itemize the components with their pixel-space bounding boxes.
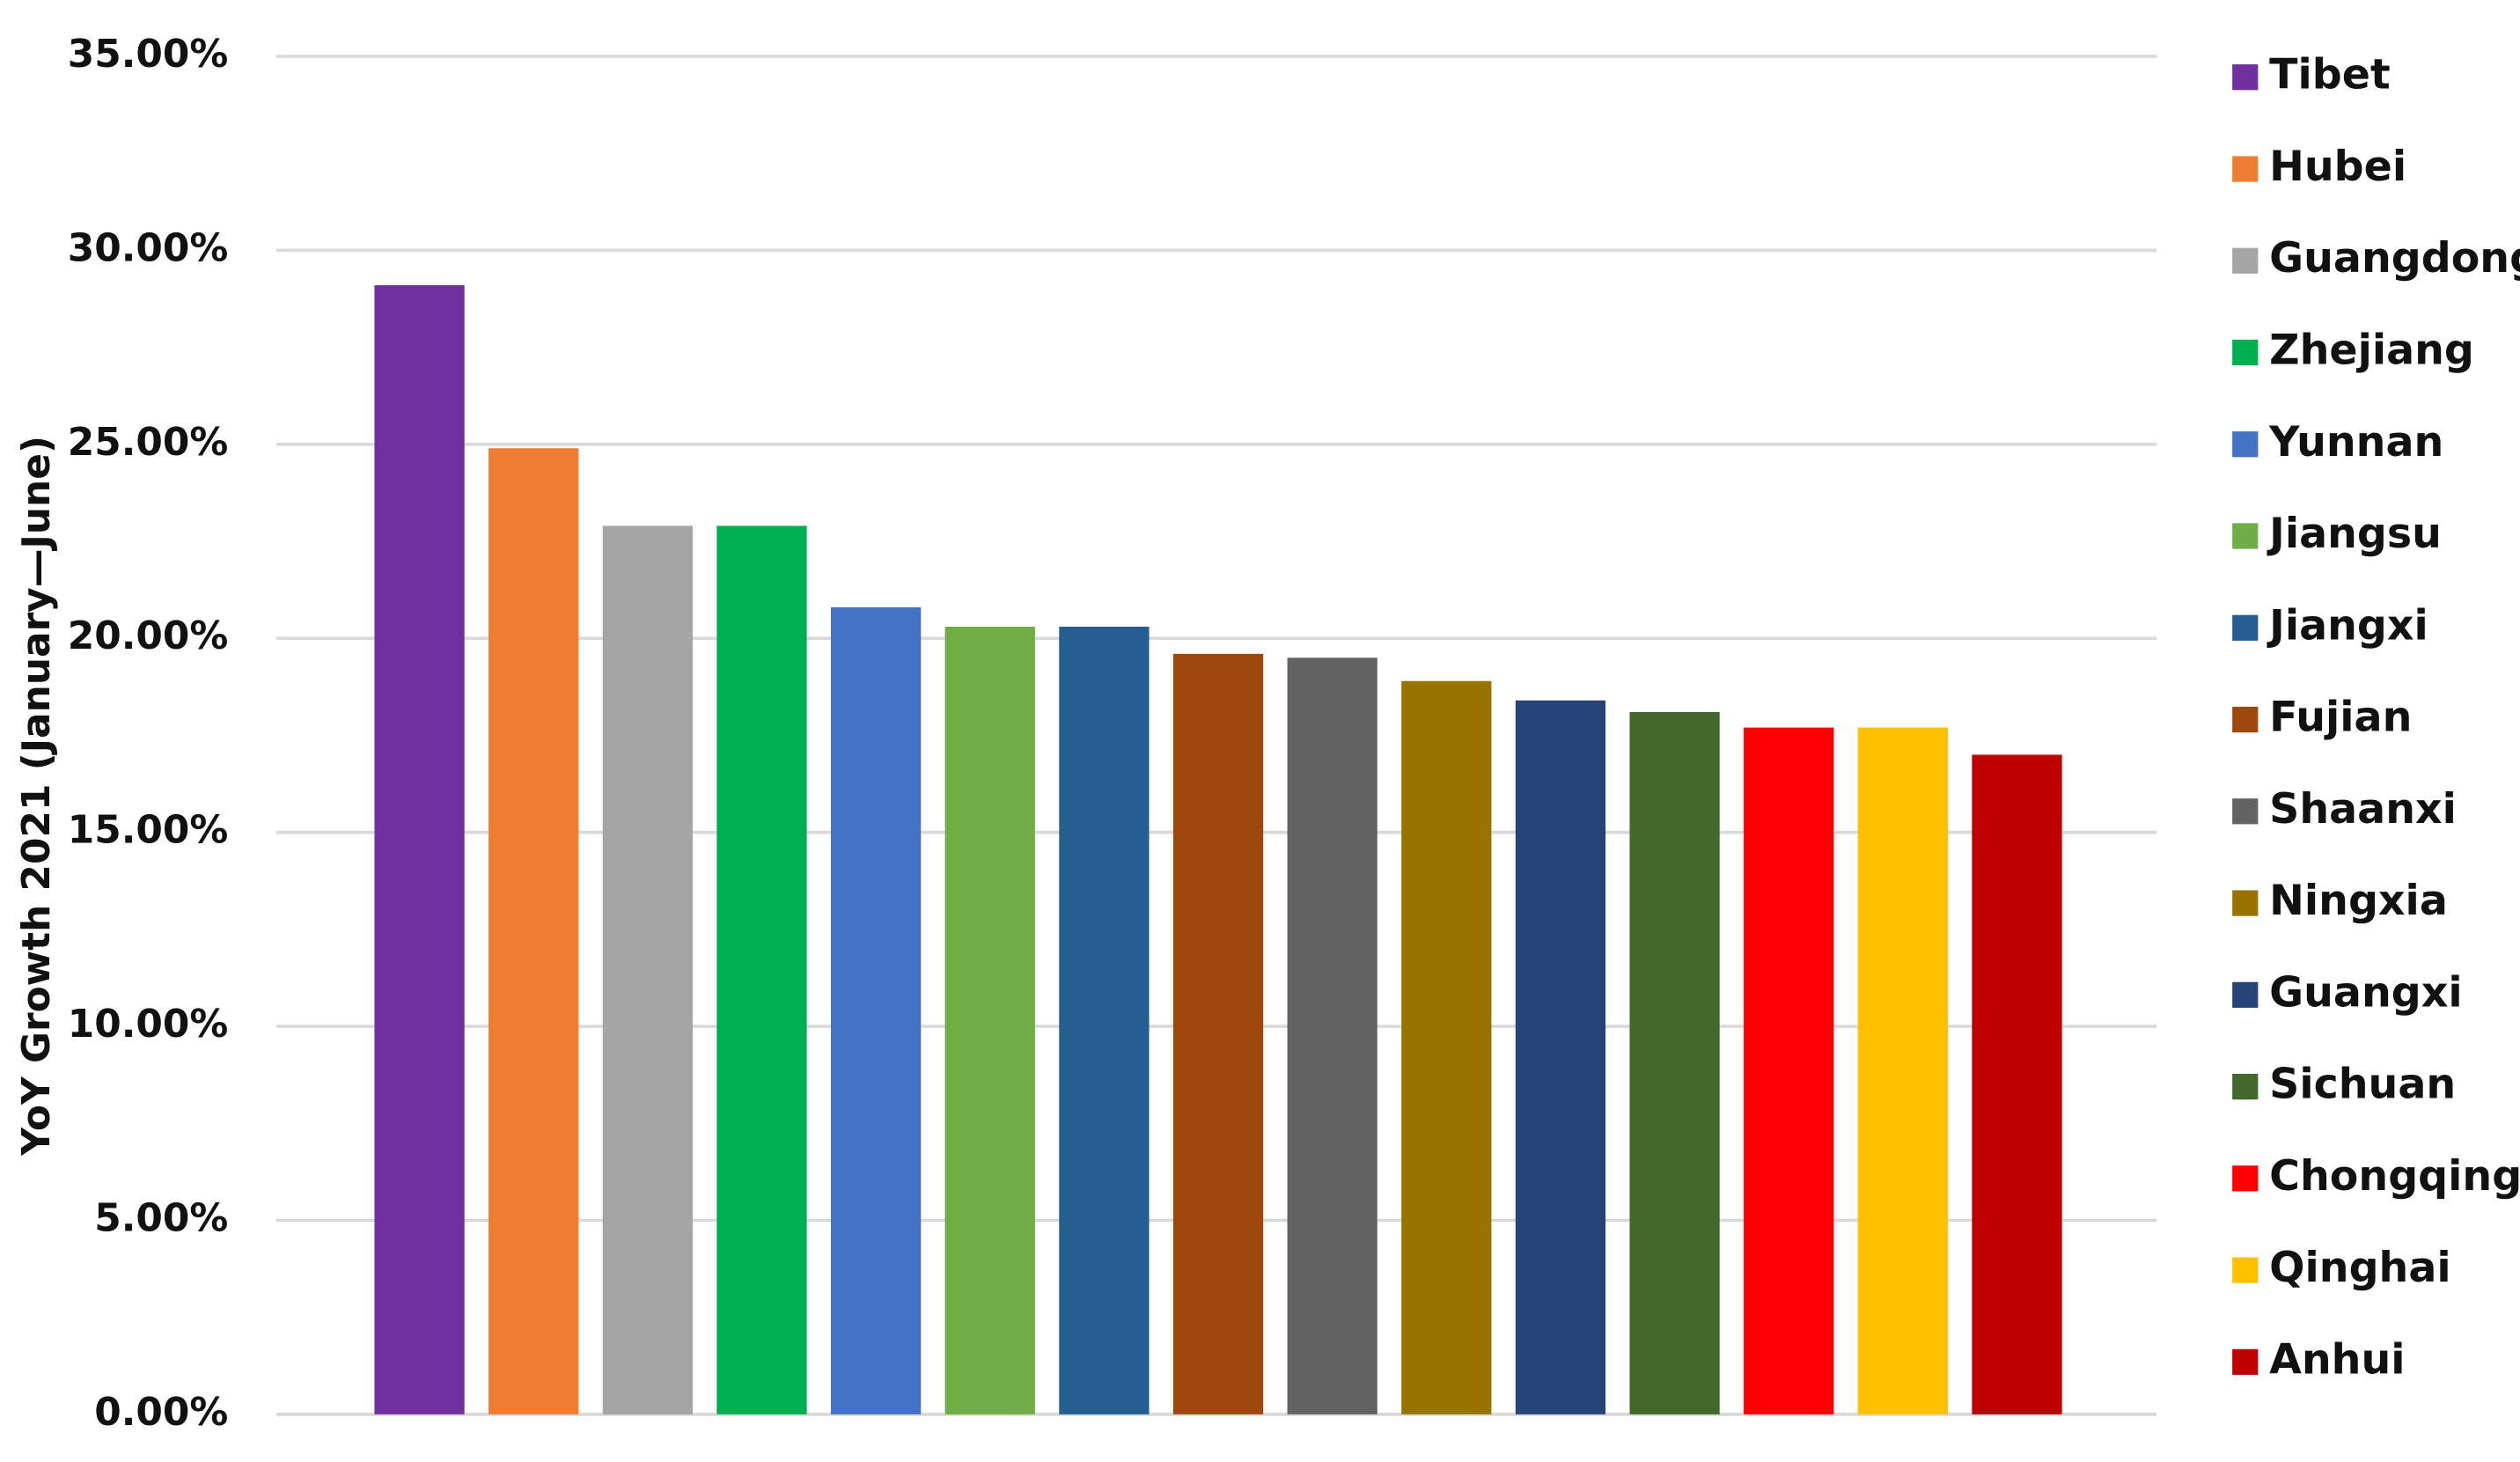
legend-label: Fujian xyxy=(2269,694,2412,742)
y-tick-label: 5.00% xyxy=(94,1195,228,1240)
legend-swatch xyxy=(2232,1073,2259,1100)
legend-label: Sichuan xyxy=(2269,1061,2456,1109)
y-axis-label: YoY Growth 2021 (January—June) xyxy=(14,436,59,1157)
legend-swatch xyxy=(2232,798,2259,825)
y-tick-label: 35.00% xyxy=(68,32,228,77)
bar xyxy=(602,525,693,1414)
bar xyxy=(1287,658,1378,1414)
legend-swatch xyxy=(2232,431,2259,458)
legend-swatch xyxy=(2232,1257,2259,1283)
y-tick-label: 0.00% xyxy=(94,1390,228,1435)
legend-swatch xyxy=(2232,64,2259,91)
legend-label: Chongqing xyxy=(2269,1152,2520,1201)
legend-swatch xyxy=(2232,981,2259,1008)
legend-label: Qinghai xyxy=(2269,1244,2451,1292)
legend-label: Guangdong xyxy=(2269,234,2520,283)
y-tick-label: 15.00% xyxy=(68,808,228,853)
bar xyxy=(1401,680,1492,1414)
bar xyxy=(1515,700,1606,1414)
legend-swatch xyxy=(2232,1348,2259,1375)
legend-label: Tibet xyxy=(2269,51,2391,99)
bar xyxy=(1172,653,1264,1414)
legend-swatch xyxy=(2232,614,2259,641)
legend-swatch xyxy=(2232,706,2259,733)
bar xyxy=(489,448,579,1414)
legend-label: Guangxi xyxy=(2269,968,2462,1017)
bar xyxy=(1744,727,1834,1414)
y-tick-label: 10.00% xyxy=(68,1002,228,1047)
legend-swatch xyxy=(2232,156,2259,182)
bar xyxy=(1629,711,1720,1414)
legend-label: Anhui xyxy=(2269,1335,2405,1384)
legend-swatch xyxy=(2232,1165,2259,1192)
bar xyxy=(1059,626,1150,1414)
bar xyxy=(374,285,465,1414)
bar xyxy=(830,606,922,1414)
y-tick-label: 30.00% xyxy=(68,225,228,270)
legend-swatch xyxy=(2232,523,2259,549)
legend-label: Shaanxi xyxy=(2269,785,2457,834)
y-tick-label: 25.00% xyxy=(68,420,228,465)
bar xyxy=(944,626,1035,1414)
legend-label: Jiangxi xyxy=(2267,601,2428,650)
legend-label: Hubei xyxy=(2269,143,2406,191)
legend-swatch xyxy=(2232,247,2259,274)
legend-label: Ningxia xyxy=(2269,877,2448,925)
legend-label: Jiangsu xyxy=(2267,510,2442,558)
bar xyxy=(716,525,807,1414)
legend-swatch xyxy=(2232,890,2259,916)
legend-label: Zhejiang xyxy=(2269,327,2474,375)
bar xyxy=(1857,727,1948,1414)
bar xyxy=(1972,754,2062,1414)
y-tick-label: 20.00% xyxy=(68,613,228,658)
legend-label: Yunnan xyxy=(2268,418,2443,467)
legend-swatch xyxy=(2232,339,2259,366)
